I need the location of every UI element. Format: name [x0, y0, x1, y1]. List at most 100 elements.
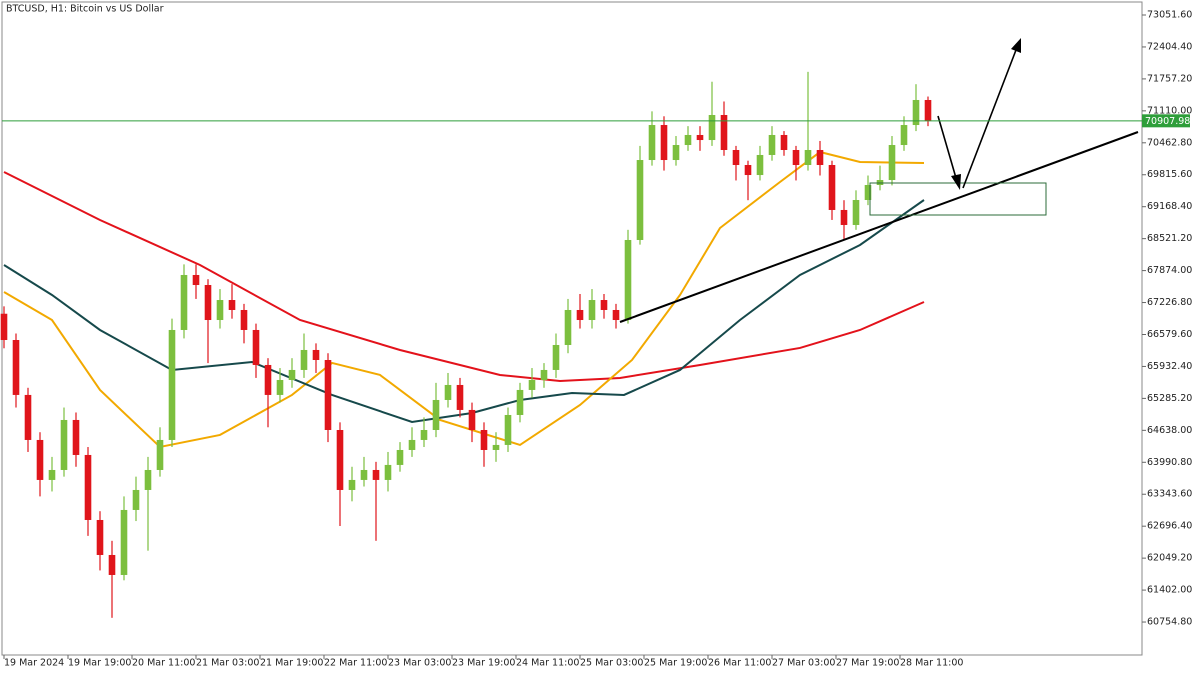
- y-tick-label: 67226.80: [1147, 297, 1192, 308]
- candle-body: [684, 134, 692, 146]
- candle-body: [588, 300, 596, 321]
- marks: [0, 71, 932, 618]
- candle-body: [120, 509, 128, 575]
- x-tick-label: 21 Mar 03:00: [196, 658, 259, 669]
- candle-body: [564, 309, 572, 345]
- candle-body: [720, 114, 728, 150]
- candle-body: [336, 429, 344, 490]
- candle-body: [912, 99, 920, 126]
- candle-body: [444, 384, 452, 400]
- candle-body: [540, 369, 548, 380]
- candle-body: [924, 99, 932, 121]
- y-tick-label: 68521.20: [1147, 233, 1192, 244]
- candle-body: [624, 239, 632, 321]
- x-tick-label: 28 Mar 11:00: [900, 658, 963, 669]
- candle-body: [672, 145, 680, 161]
- arrow-head: [951, 174, 961, 190]
- candle-body: [12, 340, 20, 395]
- candle-body: [888, 145, 896, 181]
- x-tick-label: 20 Mar 11:00: [132, 658, 195, 669]
- candle-body: [696, 134, 704, 141]
- candle-body: [168, 329, 176, 440]
- x-tick-label: 27 Mar 19:00: [836, 658, 899, 669]
- candle-body: [396, 449, 404, 465]
- y-tick-label: 64638.00: [1147, 425, 1192, 436]
- candle-body: [264, 364, 272, 395]
- moving-average: [3, 150, 925, 449]
- price-label-box: [1142, 114, 1190, 128]
- x-tick-label: 23 Mar 19:00: [452, 658, 515, 669]
- candle-body: [300, 349, 308, 370]
- candle-body: [372, 469, 380, 480]
- candle-body: [840, 209, 848, 225]
- candle-body: [180, 274, 188, 330]
- candle-body: [48, 469, 56, 480]
- candle-body: [516, 389, 524, 415]
- candle-body: [600, 300, 608, 310]
- candle-body: [252, 329, 260, 365]
- candle-body: [192, 274, 200, 286]
- y-tick-label: 69815.60: [1147, 169, 1192, 180]
- candle-body: [420, 429, 428, 440]
- candle-body: [468, 409, 476, 430]
- candle-body: [648, 125, 656, 161]
- candle-body: [660, 125, 668, 161]
- x-tick-label: 19 Mar 2024: [4, 658, 64, 669]
- candle-body: [96, 519, 104, 555]
- candle-body: [864, 184, 872, 201]
- candle-body: [744, 165, 752, 176]
- candle-body: [324, 359, 332, 430]
- y-tick-label: 62049.20: [1147, 553, 1192, 564]
- candle-body: [552, 344, 560, 370]
- candle-body: [780, 134, 788, 150]
- x-tick-label: 26 Mar 11:00: [708, 658, 771, 669]
- candle-body: [804, 149, 812, 166]
- arrow-down: [937, 115, 957, 179]
- candle-body: [408, 439, 416, 450]
- y-tick-label: 71757.20: [1147, 73, 1192, 84]
- y-tick-label: 67874.00: [1147, 265, 1192, 276]
- candle-body: [108, 554, 116, 575]
- candle-body: [144, 469, 152, 490]
- candle-body: [492, 444, 500, 450]
- candle-body: [384, 464, 392, 480]
- candle-body: [132, 489, 140, 510]
- candle-body: [756, 154, 764, 176]
- y-tick-label: 65285.20: [1147, 393, 1192, 404]
- candle-body: [240, 309, 248, 330]
- candle-body: [816, 149, 824, 166]
- candle-body: [576, 309, 584, 321]
- price-label: 70907.98: [1145, 116, 1190, 127]
- y-tick-label: 60754.80: [1147, 617, 1192, 628]
- candle-body: [528, 379, 536, 390]
- y-tick-label: 65932.40: [1147, 361, 1192, 372]
- arrow-head: [1011, 38, 1021, 53]
- y-tick-label: 72404.40: [1147, 41, 1192, 52]
- y-tick-label: 66579.60: [1147, 329, 1192, 340]
- candle-body: [228, 300, 236, 310]
- x-tick-label: 25 Mar 19:00: [644, 658, 707, 669]
- x-tick-label: 24 Mar 11:00: [516, 658, 579, 669]
- trend-line: [619, 131, 1139, 323]
- candle-body: [60, 419, 68, 470]
- candle-body: [852, 200, 860, 225]
- y-tick-label: 69168.40: [1147, 201, 1192, 212]
- y-tick-label: 63990.80: [1147, 457, 1192, 468]
- y-tick-label: 61402.00: [1147, 585, 1192, 596]
- candle-body: [900, 125, 908, 146]
- arrow-up: [962, 49, 1017, 189]
- candle-body: [708, 114, 716, 141]
- y-tick-label: 63343.60: [1147, 489, 1192, 500]
- x-tick-label: 19 Mar 19:00: [68, 658, 131, 669]
- candle-body: [288, 369, 296, 380]
- candle-body: [636, 160, 644, 240]
- candle-body: [828, 165, 836, 210]
- x-tick-label: 25 Mar 03:00: [580, 658, 643, 669]
- candle-body: [312, 349, 320, 360]
- candle-body: [792, 149, 800, 166]
- x-tick-label: 27 Mar 03:00: [772, 658, 835, 669]
- x-tick-label: 21 Mar 19:00: [260, 658, 323, 669]
- candle-body: [732, 149, 740, 166]
